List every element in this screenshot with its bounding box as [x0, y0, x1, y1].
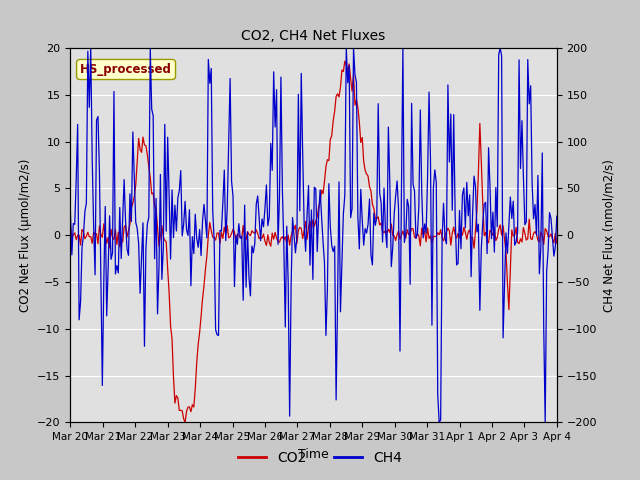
Text: HS_processed: HS_processed [80, 63, 172, 76]
Y-axis label: CO2 Net Flux (μmol/m2/s): CO2 Net Flux (μmol/m2/s) [19, 158, 31, 312]
Legend: CO2, CH4: CO2, CH4 [232, 445, 408, 471]
X-axis label: Time: Time [298, 448, 329, 461]
Title: CO2, CH4 Net Fluxes: CO2, CH4 Net Fluxes [241, 29, 386, 43]
Y-axis label: CH4 Net Flux (nmol/m2/s): CH4 Net Flux (nmol/m2/s) [603, 159, 616, 312]
